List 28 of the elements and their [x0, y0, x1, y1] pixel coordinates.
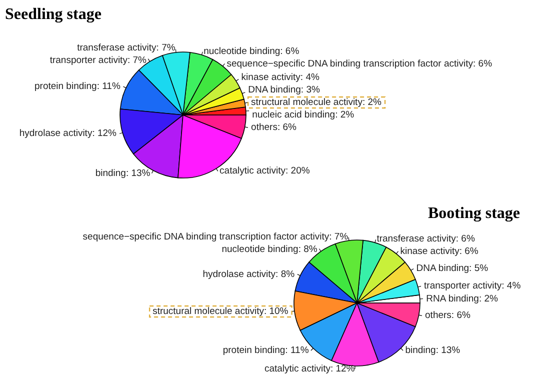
slice-label: transferase activity: 7% [77, 42, 176, 54]
slice-label: catalytic activity: 20% [220, 166, 310, 177]
slice-label: sequence−specific DNA binding transcription factor activity: 7% [82, 231, 349, 242]
slice-label: binding: 13% [405, 345, 461, 356]
slice-label: DNA binding: 3% [248, 84, 320, 96]
slice-label: binding: 13% [95, 168, 151, 179]
slice-label: hydrolase activity: 8% [202, 268, 296, 280]
slice-label: nucleic acid binding: 2% [252, 109, 355, 120]
slice-label: structural molecule activity: 10% [152, 306, 289, 317]
slice-label: protein binding: 11% [222, 345, 310, 356]
slice-label: DNA binding: 5% [416, 263, 489, 274]
slice-label: protein binding: 11% [34, 81, 121, 92]
slice-label: RNA binding: 2% [426, 293, 499, 304]
slice-label: sequence−specific DNA binding transcription factor activity: 6% [226, 58, 493, 70]
slice-label: structural molecule activity: 2% [251, 96, 382, 108]
slice-label: others: 6% [425, 310, 471, 322]
slice-label: hydrolase activity: 12% [19, 128, 118, 140]
slice-label: transferase activity: 6% [376, 234, 476, 245]
slice-label: others: 6% [251, 122, 298, 134]
slice-label: nucleotide binding: 8% [222, 244, 318, 255]
slice-label: transporter activity: 7% [50, 54, 148, 66]
slice-label: kinase activity: 4% [241, 72, 320, 83]
slice-label: catalytic activity: 12% [264, 364, 356, 375]
chart-title: Booting stage [428, 205, 520, 222]
slice-label: nucleotide binding: 6% [204, 46, 300, 58]
chart-title: Seedling stage [5, 6, 102, 23]
slice-label: transporter activity: 4% [424, 280, 522, 292]
slice-label: kinase activity: 6% [400, 246, 479, 258]
